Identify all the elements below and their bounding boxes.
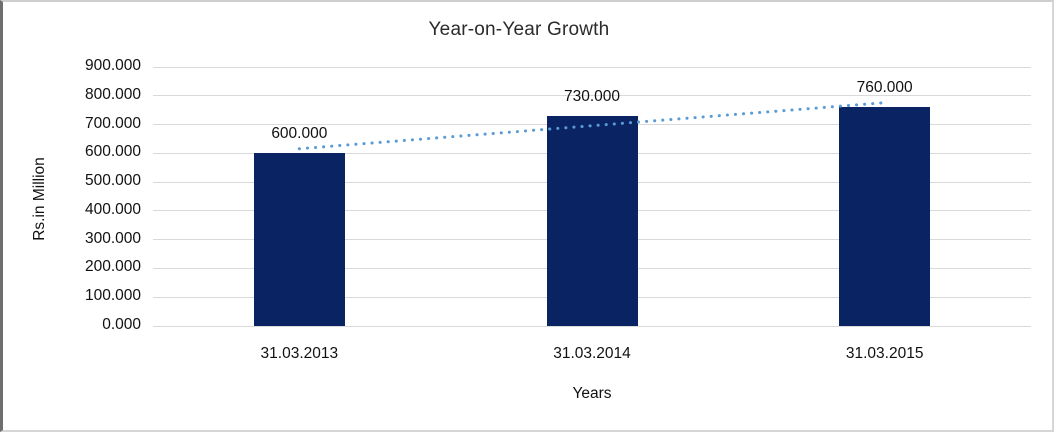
bar-value-label: 760.000 xyxy=(856,79,913,97)
x-axis-title: Years xyxy=(572,385,612,402)
x-tick-label: 31.03.2013 xyxy=(260,345,339,362)
x-tick-label: 31.03.2015 xyxy=(845,345,924,362)
chart-title: Year-on-Year Growth xyxy=(428,19,610,40)
y-tick-label: 900.000 xyxy=(84,57,141,74)
bar-value-label: 730.000 xyxy=(563,87,621,105)
y-tick-label: 300.000 xyxy=(84,229,141,247)
plot-area: 600.000 730.000 760.000 xyxy=(153,66,1031,327)
bar xyxy=(253,153,345,326)
gridline xyxy=(153,66,1031,68)
y-tick-label: 0.000 xyxy=(102,316,141,333)
trendline xyxy=(297,101,887,151)
bar xyxy=(546,115,638,326)
bar-value-label: 600.000 xyxy=(271,125,328,143)
trendline-segment xyxy=(297,101,887,151)
y-tick-label: 400.000 xyxy=(84,200,141,218)
gridline xyxy=(153,325,1031,327)
y-tick-label: 500.000 xyxy=(84,172,141,190)
x-tick-label: 31.03.2014 xyxy=(553,345,631,362)
y-tick-label: 600.000 xyxy=(84,143,141,161)
y-tick-label: 800.000 xyxy=(84,85,141,103)
y-tick-label: 200.000 xyxy=(84,258,141,276)
gridline xyxy=(153,95,1031,97)
y-tick-label: 700.000 xyxy=(84,114,141,132)
y-tick-label: 100.000 xyxy=(84,287,141,305)
bar xyxy=(839,107,931,326)
